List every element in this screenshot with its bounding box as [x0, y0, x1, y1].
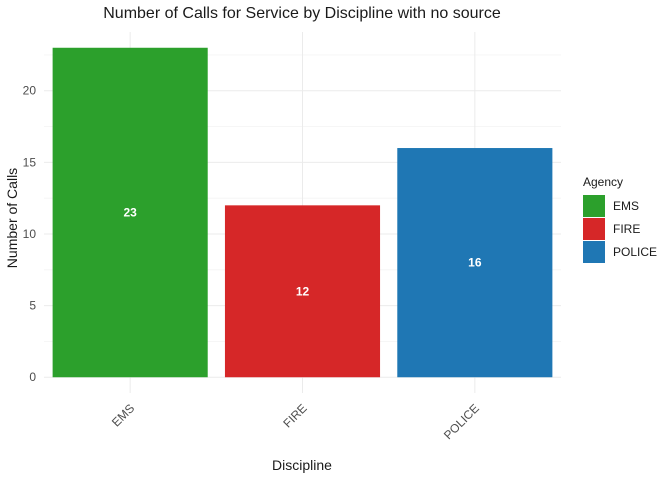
legend-key-police: [583, 241, 605, 263]
bar-value-label: 23: [123, 206, 137, 220]
legend-label: FIRE: [613, 222, 640, 236]
y-axis-ticks: 0 5 10 15 20: [23, 84, 37, 385]
bar-value-label: 16: [468, 256, 482, 270]
chart-title: Number of Calls for Service by Disciplin…: [103, 5, 501, 22]
bar-police: [397, 148, 553, 378]
legend-key-fire: [583, 218, 605, 240]
bar-data-labels: 23 12 16: [123, 206, 481, 299]
legend-label: POLICE: [613, 245, 657, 259]
legend-title: Agency: [583, 175, 623, 189]
x-axis-title: Discipline: [272, 457, 332, 473]
y-tick-label: 15: [23, 155, 37, 169]
bar-value-label: 12: [296, 284, 310, 298]
y-tick-label: 0: [29, 370, 36, 384]
y-axis-title: Number of Calls: [4, 168, 20, 268]
bar-fire: [224, 205, 381, 378]
legend: Agency EMS FIRE POLICE: [583, 175, 657, 263]
bars: [52, 47, 553, 378]
legend-label: EMS: [613, 199, 639, 213]
y-tick-label: 20: [23, 84, 37, 98]
legend-key-ems: [583, 195, 605, 217]
legend-items: EMS FIRE POLICE: [583, 195, 657, 263]
bar-ems: [52, 47, 208, 378]
y-tick-label: 5: [29, 299, 36, 313]
y-tick-label: 10: [23, 227, 37, 241]
